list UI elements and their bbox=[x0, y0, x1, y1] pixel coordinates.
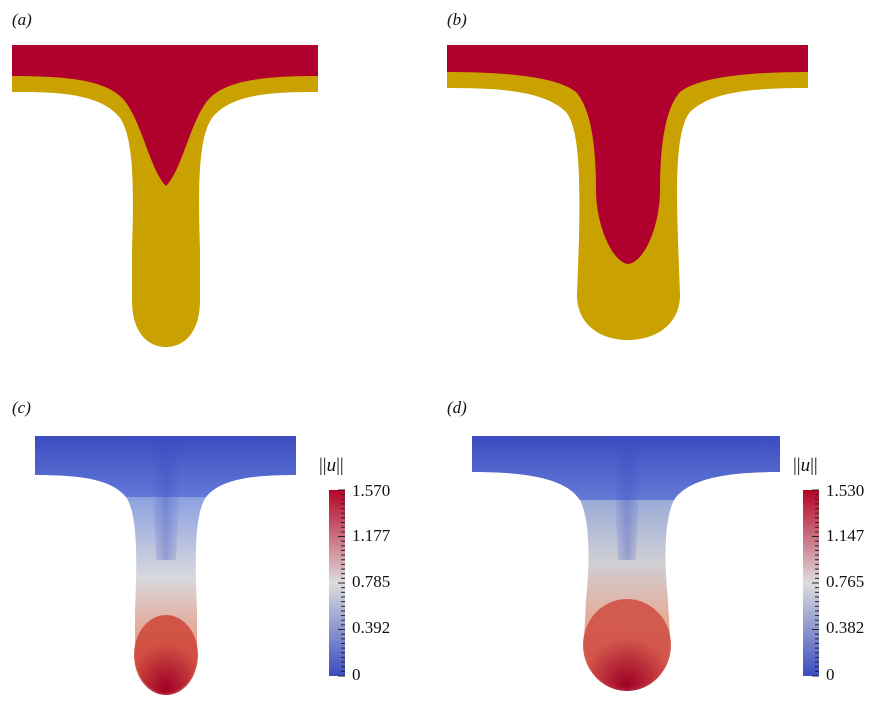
panel-b-plot bbox=[447, 45, 808, 340]
panel-a-outer-phase bbox=[12, 45, 318, 347]
colorbar-d-tick-label: 1.147 bbox=[826, 526, 865, 545]
colorbar-d-tick-label: 0.765 bbox=[826, 572, 865, 591]
colorbar-d-title-var: u bbox=[800, 455, 811, 476]
colorbar-d-ticks bbox=[812, 489, 819, 677]
panel-d-center-streak bbox=[612, 436, 642, 560]
colorbar-c-title: ||u|| bbox=[319, 455, 344, 477]
colorbar-c-title-right: || bbox=[336, 455, 344, 476]
panel-c-high-velocity-core bbox=[134, 615, 198, 695]
colorbar-d-title-left: || bbox=[793, 455, 801, 476]
colorbar-d bbox=[803, 489, 819, 677]
colorbar-d-tick-label: 1.530 bbox=[826, 481, 865, 500]
panel-d-plot bbox=[472, 436, 780, 691]
panel-a-inner-phase bbox=[12, 45, 318, 186]
panel-b-label: (b) bbox=[447, 10, 467, 29]
colorbar-d-tick-label: 0 bbox=[826, 665, 835, 684]
colorbar-c-ticks bbox=[338, 489, 345, 677]
panel-d-high-velocity-core bbox=[583, 599, 671, 691]
colorbar-c-tick-label: 1.570 bbox=[352, 481, 391, 500]
colorbar-c-tick-label: 0.392 bbox=[352, 618, 391, 637]
colorbar-c-tick-label: 0 bbox=[352, 665, 361, 684]
panel-b-inner-phase bbox=[447, 45, 808, 264]
panel-c-plot bbox=[35, 436, 296, 695]
panel-c-label: (c) bbox=[12, 398, 31, 417]
panel-d-label: (d) bbox=[447, 398, 467, 417]
colorbar-d-title: ||u|| bbox=[793, 455, 818, 477]
colorbar-c bbox=[329, 489, 345, 677]
colorbar-c-tick-label: 0.785 bbox=[352, 572, 391, 591]
panel-c-center-streak bbox=[150, 436, 182, 560]
panel-c-domain bbox=[35, 436, 296, 693]
colorbar-d-title-right: || bbox=[810, 455, 818, 476]
colorbar-c-title-var: u bbox=[326, 455, 337, 476]
colorbar-d-tick-label: 0.382 bbox=[826, 618, 865, 637]
colorbar-c-tick-label: 1.177 bbox=[352, 526, 391, 545]
panel-a-plot bbox=[12, 45, 318, 347]
panel-d-domain bbox=[472, 436, 780, 688]
colorbar-c-title-left: || bbox=[319, 455, 327, 476]
panel-a-label: (a) bbox=[12, 10, 32, 29]
